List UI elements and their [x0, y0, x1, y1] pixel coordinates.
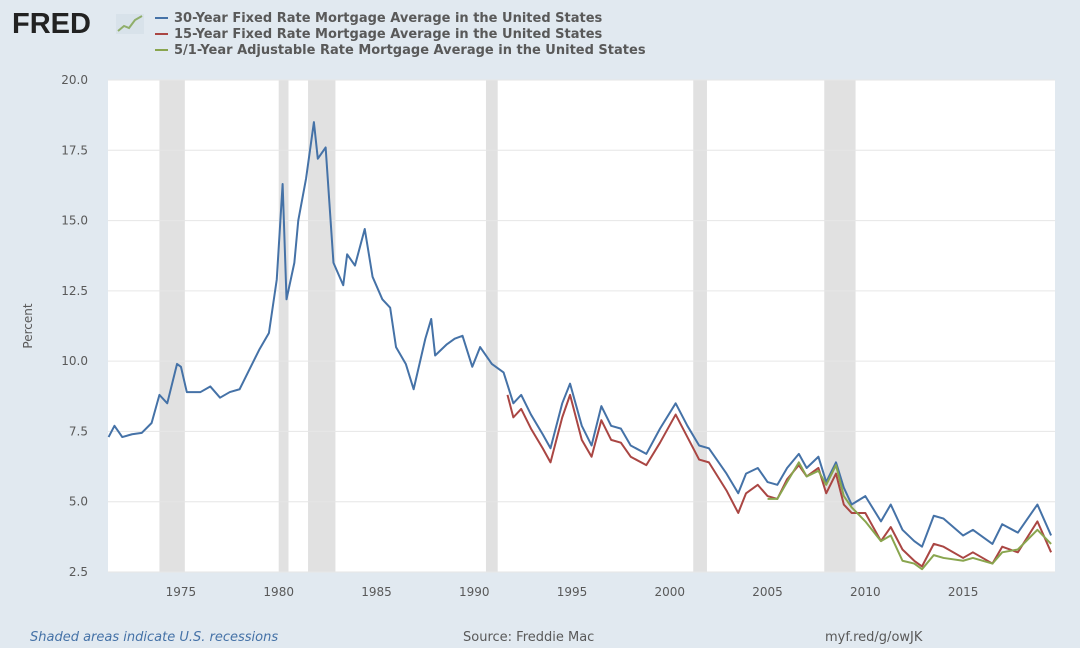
short-link[interactable]: myf.red/g/owJK	[825, 630, 923, 645]
x-tick-label: 2015	[948, 585, 979, 599]
y-tick-label: 5.0	[69, 495, 88, 509]
series-line	[107, 121, 1053, 548]
source-text: Source: Freddie Mac	[463, 630, 594, 645]
recession-band	[278, 80, 289, 572]
recession-band	[693, 80, 707, 572]
legend-label: 30-Year Fixed Rate Mortgage Average in t…	[174, 11, 603, 26]
x-tick-label: 2000	[655, 585, 686, 599]
y-tick-label: 15.0	[61, 214, 88, 228]
x-tick-label: 1990	[459, 585, 490, 599]
y-tick-label: 2.5	[69, 565, 88, 579]
x-tick-label: 1985	[361, 585, 392, 599]
plot-area	[108, 80, 1055, 572]
legend: 30-Year Fixed Rate Mortgage Average in t…	[155, 11, 646, 58]
y-tick-label: 10.0	[61, 354, 88, 368]
y-axis-label: Percent	[21, 303, 35, 348]
x-tick-label: 1975	[166, 585, 197, 599]
fred-logo: FRED	[12, 8, 144, 40]
legend-label: 15-Year Fixed Rate Mortgage Average in t…	[174, 27, 603, 42]
x-tick-label: 1980	[263, 585, 294, 599]
series-line	[767, 461, 1052, 571]
recession-note: Shaded areas indicate U.S. recessions	[30, 630, 278, 645]
y-tick-label: 17.5	[61, 143, 88, 157]
recession-band	[308, 80, 336, 572]
y-tick-label: 12.5	[61, 284, 88, 298]
legend-label: 5/1-Year Adjustable Rate Mortgage Averag…	[174, 43, 646, 58]
y-tick-label: 7.5	[69, 424, 88, 438]
fred-logo-text: FRED	[12, 8, 91, 40]
recession-band	[159, 80, 185, 572]
x-tick-label: 2005	[752, 585, 783, 599]
y-tick-label: 20.0	[61, 73, 88, 87]
recession-band	[485, 80, 498, 572]
recession-band	[824, 80, 856, 572]
x-tick-label: 2010	[850, 585, 881, 599]
x-tick-label: 1995	[557, 585, 588, 599]
series-line	[506, 393, 1053, 568]
